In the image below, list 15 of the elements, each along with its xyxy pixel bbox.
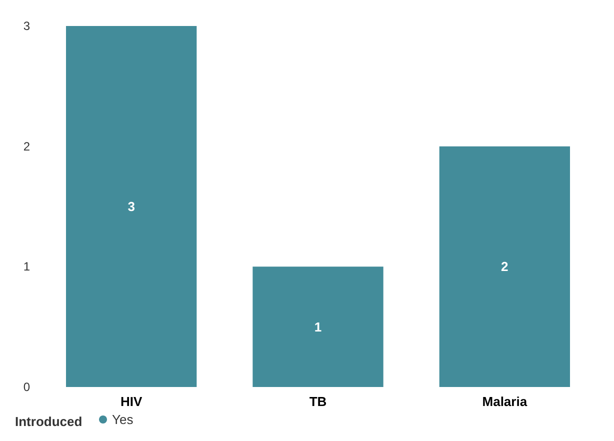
x-tick-label: HIV: [120, 394, 142, 409]
y-tick-label: 3: [23, 19, 30, 33]
data-label: 2: [501, 259, 508, 274]
bar: [252, 266, 384, 387]
data-label: 3: [128, 199, 135, 214]
y-tick-label: 0: [23, 380, 30, 394]
x-tick-label: Malaria: [482, 394, 528, 409]
bar: [439, 146, 570, 387]
legend-label: Yes: [112, 412, 134, 427]
y-tick-label: 1: [23, 260, 30, 274]
data-label: 1: [314, 319, 322, 334]
legend-title: Introduced: [15, 414, 82, 429]
x-tick-label: TB: [309, 394, 327, 409]
y-tick-label: 2: [23, 139, 30, 154]
bar: [66, 26, 197, 387]
